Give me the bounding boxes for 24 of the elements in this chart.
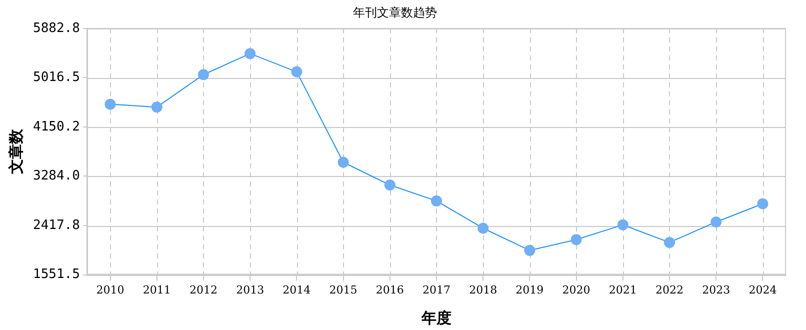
x-tick-label: 2011: [142, 283, 171, 296]
y-tick-label: 4150.2: [32, 119, 80, 134]
y-axis-title: 文章数: [6, 128, 25, 176]
y-tick-label: 5016.5: [32, 70, 80, 86]
x-tick-label: 2019: [516, 283, 544, 296]
x-tick-label: 2018: [469, 283, 498, 296]
x-tick-label: 2016: [376, 283, 404, 296]
x-tick-label: 2022: [655, 283, 684, 296]
y-tick-label: 3284.0: [32, 168, 80, 184]
y-tick-label: 1551.5: [32, 267, 80, 282]
x-tick-label: 2021: [608, 283, 637, 296]
x-tick-label: 2015: [329, 283, 358, 296]
x-tick-label: 2012: [189, 283, 218, 296]
x-tick-label: 2014: [282, 283, 311, 296]
x-tick-label: 2013: [236, 283, 264, 296]
x-tick-label: 2017: [422, 283, 450, 296]
x-tick-label: 2020: [562, 283, 590, 296]
chart-title: 年刊文章数趋势: [353, 5, 437, 20]
x-axis-title: 年度: [420, 308, 452, 327]
y-tick-label: 2417.8: [32, 218, 80, 233]
x-tick-label: 2010: [96, 283, 124, 296]
y-tick-label: 5882.8: [32, 20, 80, 36]
x-tick-label: 2023: [702, 283, 730, 296]
x-tick-label: 2024: [748, 283, 777, 296]
